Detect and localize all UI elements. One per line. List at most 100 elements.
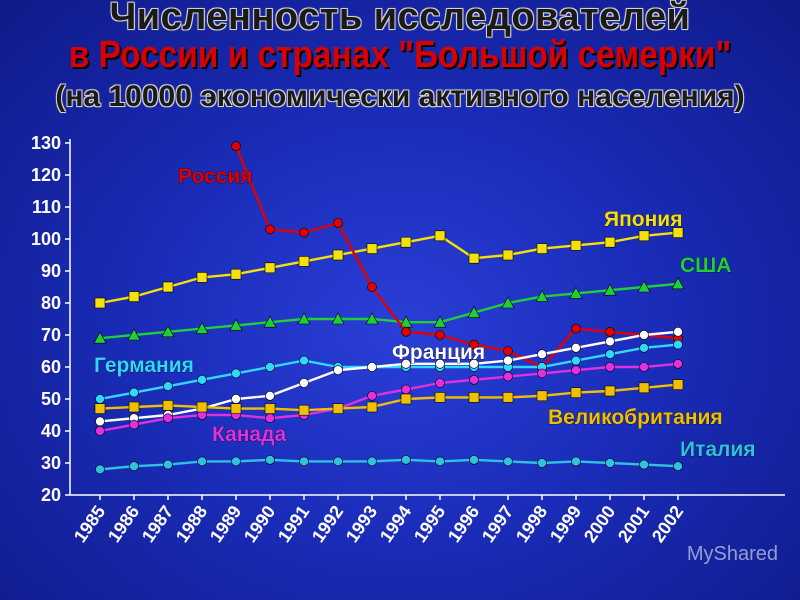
data-point [230,268,242,280]
x-tick-label: 1986 [104,502,143,546]
data-point [129,387,139,398]
data-point [571,456,581,467]
chart-title-line-1: Численность исследователей [109,0,691,38]
data-point [265,454,275,465]
series-label: Италия [680,438,756,461]
data-point [128,291,140,302]
data-point [299,378,309,388]
data-point [673,358,683,369]
y-tick-label: 30 [41,453,61,473]
data-point [672,379,684,390]
data-point [367,282,377,292]
data-point [467,305,481,318]
data-point [331,312,345,325]
data-point [435,456,445,467]
data-point [163,381,173,392]
data-point [367,362,377,372]
data-point [401,384,411,395]
series-line [99,362,679,433]
data-point [333,218,343,228]
data-point [366,243,378,254]
y-tick-label: 120 [31,165,61,185]
data-point [401,326,411,337]
series-label: Великобритания [548,406,723,429]
data-point [297,312,311,325]
chart-title-line-2: в России и странах "Большой семерки" [68,34,732,76]
series-Япония [94,227,684,309]
data-point [230,403,242,414]
data-point [127,328,141,341]
x-tick-label: 1997 [478,502,517,546]
series-label: Япония [604,208,682,231]
data-point [94,297,106,309]
data-point [162,281,174,293]
series-line [99,282,679,340]
data-point [673,339,683,350]
data-point [435,358,445,369]
data-point [639,459,649,470]
data-point [673,461,683,472]
data-point [605,458,615,468]
x-tick-label: 1994 [376,502,415,546]
series-США [93,277,685,344]
data-point [366,401,378,413]
data-point [469,454,479,465]
data-point [231,456,241,467]
data-point [400,236,412,248]
series-label: США [680,254,731,277]
data-point [502,392,514,403]
data-point [367,456,377,467]
data-point [265,362,275,372]
data-point [94,403,106,414]
data-point [639,330,649,340]
y-tick-label: 90 [41,261,61,281]
data-point [469,374,479,385]
data-point [535,289,549,302]
data-point [468,252,480,264]
y-tick-label: 70 [41,325,61,345]
data-point [264,403,276,414]
series-line [99,330,679,423]
y-tick-label: 20 [41,485,61,505]
data-point [671,277,685,290]
data-point [231,368,241,379]
data-point [605,336,615,347]
y-tick-label: 60 [41,357,61,377]
data-point [265,224,275,235]
data-point [502,249,514,261]
x-tick-label: 1999 [546,502,585,546]
data-point [537,349,547,360]
data-point [571,365,581,376]
data-point [401,358,411,369]
data-point [333,365,343,376]
x-tick-label: 1993 [342,502,381,546]
data-point [195,321,209,334]
x-tick-label: 1988 [172,502,211,546]
data-point [95,416,105,427]
data-point [197,374,207,385]
data-point [129,419,139,430]
data-point [95,464,105,475]
data-point [161,325,175,338]
y-tick-label: 130 [31,133,61,153]
data-point [503,371,513,382]
y-tick-label: 100 [31,229,61,249]
x-tick-label: 1991 [274,502,313,546]
data-point [365,312,379,325]
y-tick-label: 40 [41,421,61,441]
data-point [434,392,446,403]
series-line [99,383,679,412]
data-point [672,227,684,238]
data-point [129,461,139,472]
data-point [95,426,105,436]
data-point [128,401,140,413]
data-point [298,256,310,267]
x-tick-label: 2002 [648,502,687,546]
x-tick-label: 1992 [308,502,347,546]
data-point [196,272,208,283]
series-Франция [95,326,683,427]
data-point [435,378,445,388]
x-tick-label: 1985 [70,502,109,546]
data-point [196,401,208,413]
series-label: Россия [178,165,253,188]
